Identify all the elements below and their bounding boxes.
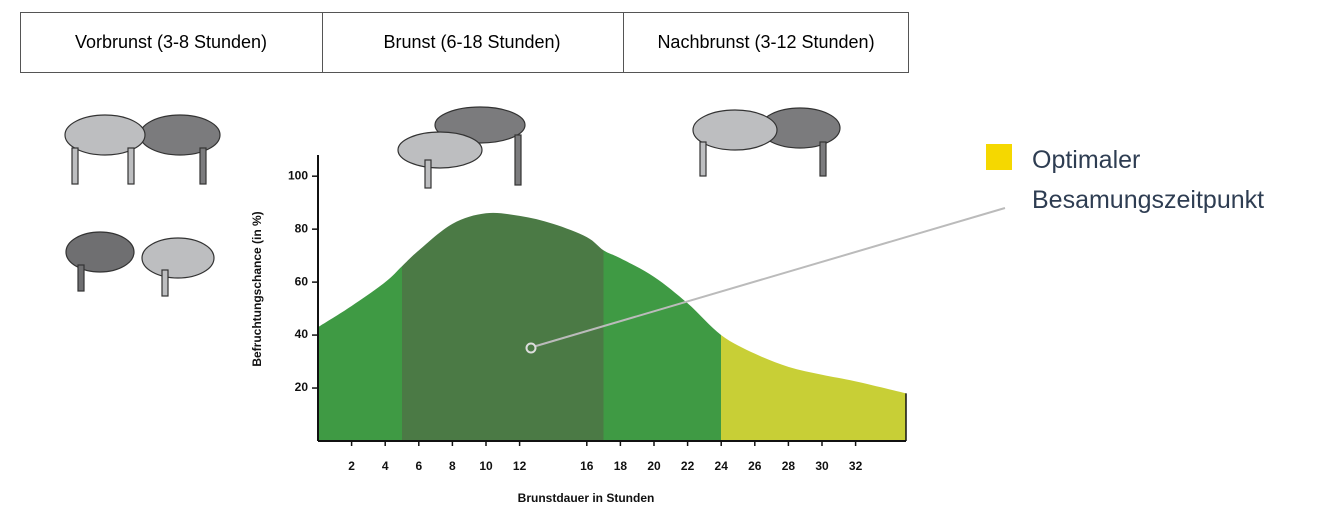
x-tick-label: 12 <box>513 459 527 473</box>
phase-label: Vorbrunst (3-8 Stunden) <box>75 32 267 52</box>
legend-label: Optimaler Besamungszeitpunkt <box>1032 146 1265 214</box>
legend-swatch <box>986 144 1012 170</box>
x-tick-label: 2 <box>348 459 355 473</box>
x-tick-label: 8 <box>449 459 456 473</box>
cow-pair <box>692 107 841 177</box>
x-tick-label: 28 <box>782 459 796 473</box>
y-tick-label: 60 <box>295 274 309 288</box>
x-tick-label: 18 <box>614 459 628 473</box>
phase-label: Brunst (6-18 Stunden) <box>383 32 560 52</box>
phase-header <box>20 12 909 73</box>
annotation-dot <box>525 342 537 354</box>
y-tick-label: 100 <box>288 168 308 182</box>
x-tick-label: 32 <box>849 459 863 473</box>
x-tick-label: 4 <box>382 459 389 473</box>
x-tick-label: 10 <box>479 459 493 473</box>
x-axis-label: Brunstdauer in Stunden <box>518 491 655 505</box>
area <box>318 212 906 441</box>
y-tick-label: 40 <box>295 327 309 341</box>
x-tick-label: 16 <box>580 459 594 473</box>
y-tick-label: 20 <box>295 380 309 394</box>
phase-label: Nachbrunst (3-12 Stunden) <box>657 32 874 52</box>
x-tick-label: 20 <box>647 459 661 473</box>
x-tick-label: 26 <box>748 459 762 473</box>
annotation-line <box>535 207 1006 347</box>
y-axis-label: Befruchtungschance (in %) <box>250 211 264 366</box>
x-tick-label: 22 <box>681 459 695 473</box>
cow-pair <box>65 231 215 297</box>
cow-pair <box>397 106 526 189</box>
y-tick-label: 80 <box>295 221 309 235</box>
x-tick-label: 30 <box>815 459 829 473</box>
cow-illustrations <box>64 106 841 297</box>
x-tick-label: 24 <box>715 459 729 473</box>
header-box <box>20 12 909 73</box>
x-tick-label: 6 <box>415 459 422 473</box>
cow-pair <box>64 114 221 185</box>
